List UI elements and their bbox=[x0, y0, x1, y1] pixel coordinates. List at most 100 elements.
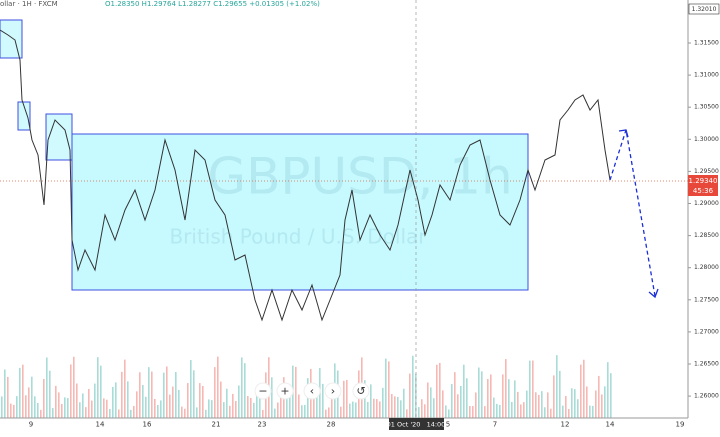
volume-bar bbox=[226, 388, 228, 418]
volume-bar bbox=[367, 401, 369, 418]
toolbar-button[interactable] bbox=[276, 382, 294, 400]
box[interactable] bbox=[45, 113, 73, 161]
volume-bar bbox=[574, 389, 576, 418]
volume-bar bbox=[178, 389, 180, 418]
price-label: 1.30000 bbox=[694, 136, 719, 143]
volume-bar bbox=[157, 405, 159, 418]
range-box[interactable] bbox=[71, 133, 529, 291]
volume-bar bbox=[532, 360, 534, 418]
toolbar-button[interactable] bbox=[352, 382, 370, 400]
volume-bar bbox=[514, 380, 516, 418]
volume-bar bbox=[256, 393, 258, 418]
top-price-box bbox=[688, 3, 720, 15]
volume-bar bbox=[277, 402, 279, 418]
toolbar-button[interactable] bbox=[303, 382, 321, 400]
volume-bar bbox=[274, 408, 276, 418]
volume-bar bbox=[106, 399, 108, 418]
volume-bar bbox=[382, 387, 384, 418]
volume-bar bbox=[418, 407, 420, 418]
volume-bar bbox=[340, 406, 342, 418]
date-label: 21 bbox=[212, 421, 221, 429]
volume-bar bbox=[151, 371, 153, 418]
volume-bar bbox=[4, 369, 6, 418]
volume-bar bbox=[100, 365, 102, 418]
volume-bar bbox=[373, 398, 375, 418]
volume-bar bbox=[280, 397, 282, 418]
volume-bar bbox=[214, 367, 216, 418]
toolbar-icon[interactable]: − bbox=[258, 385, 267, 398]
toolbar-button[interactable] bbox=[324, 382, 342, 400]
toolbar-button[interactable] bbox=[254, 382, 272, 400]
volume-bar bbox=[586, 386, 588, 418]
volume-bar bbox=[571, 388, 573, 418]
volume-bar bbox=[553, 375, 555, 418]
volume-bar bbox=[13, 404, 15, 418]
volume-bar bbox=[499, 404, 501, 418]
volume-bar bbox=[322, 383, 324, 418]
date-label: 12 bbox=[561, 421, 570, 429]
volume-bar bbox=[232, 393, 234, 418]
volume-bar bbox=[436, 364, 438, 418]
box[interactable] bbox=[0, 19, 23, 59]
volume-bar bbox=[247, 396, 249, 418]
volume-bar bbox=[70, 364, 72, 418]
watermark-subtitle: British Pound / U.S. Dollar bbox=[169, 225, 427, 249]
volume-bar bbox=[115, 382, 117, 418]
volume-bar bbox=[565, 396, 567, 418]
toolbar-icon[interactable]: ↺ bbox=[356, 385, 365, 398]
volume-bar bbox=[223, 402, 225, 418]
volume-bar bbox=[535, 392, 537, 418]
volume-bar bbox=[142, 384, 144, 418]
volume-bar bbox=[52, 408, 54, 418]
volume-bar bbox=[550, 408, 552, 418]
volume-bar bbox=[490, 374, 492, 418]
volume-bar bbox=[544, 407, 546, 418]
volume-bar bbox=[346, 379, 348, 418]
volume-bar bbox=[517, 391, 519, 418]
volume-bar bbox=[34, 396, 36, 418]
volume-bar bbox=[538, 394, 540, 418]
volume-bar bbox=[175, 372, 177, 418]
volume-bar bbox=[229, 405, 231, 418]
volume-bar bbox=[1, 396, 3, 418]
volume-bar bbox=[391, 394, 393, 418]
volume-bar bbox=[313, 394, 315, 418]
volume-bar bbox=[388, 361, 390, 418]
toolbar-icon[interactable]: ‹ bbox=[310, 385, 314, 398]
volume-bar bbox=[196, 407, 198, 418]
volume-bar bbox=[508, 379, 510, 418]
volume-bar bbox=[67, 397, 69, 418]
volume-bar bbox=[451, 384, 453, 418]
box[interactable] bbox=[17, 101, 31, 131]
date-label: 14 bbox=[96, 421, 105, 429]
date-label: 23 bbox=[258, 421, 267, 429]
volume-bar bbox=[103, 398, 105, 418]
volume-bar bbox=[439, 362, 441, 418]
price-label: 1.27500 bbox=[694, 296, 719, 303]
volume bbox=[1, 355, 612, 418]
volume-bar bbox=[481, 371, 483, 418]
toolbar-icon[interactable]: › bbox=[331, 385, 335, 398]
volume-bar bbox=[184, 408, 186, 418]
date-label: 9 bbox=[29, 421, 33, 429]
volume-bar bbox=[592, 405, 594, 418]
volume-bar bbox=[82, 393, 84, 418]
price-label: 1.31000 bbox=[694, 72, 719, 79]
volume-bar bbox=[430, 387, 432, 418]
volume-bar bbox=[427, 382, 429, 418]
volume-bar bbox=[496, 403, 498, 418]
volume-bar bbox=[58, 392, 60, 418]
price-label: 1.29000 bbox=[694, 200, 719, 207]
volume-bar bbox=[454, 372, 456, 418]
volume-bar bbox=[172, 386, 174, 418]
volume-bar bbox=[37, 402, 39, 418]
volume-bar bbox=[49, 370, 51, 418]
volume-bar bbox=[85, 407, 87, 418]
volume-bar bbox=[187, 383, 189, 418]
cursor-box bbox=[389, 418, 444, 430]
toolbar-icon[interactable]: + bbox=[280, 385, 289, 398]
volume-bar bbox=[562, 405, 564, 418]
volume-bar bbox=[349, 403, 351, 418]
volume-bar bbox=[154, 398, 156, 418]
volume-bar bbox=[244, 363, 246, 418]
